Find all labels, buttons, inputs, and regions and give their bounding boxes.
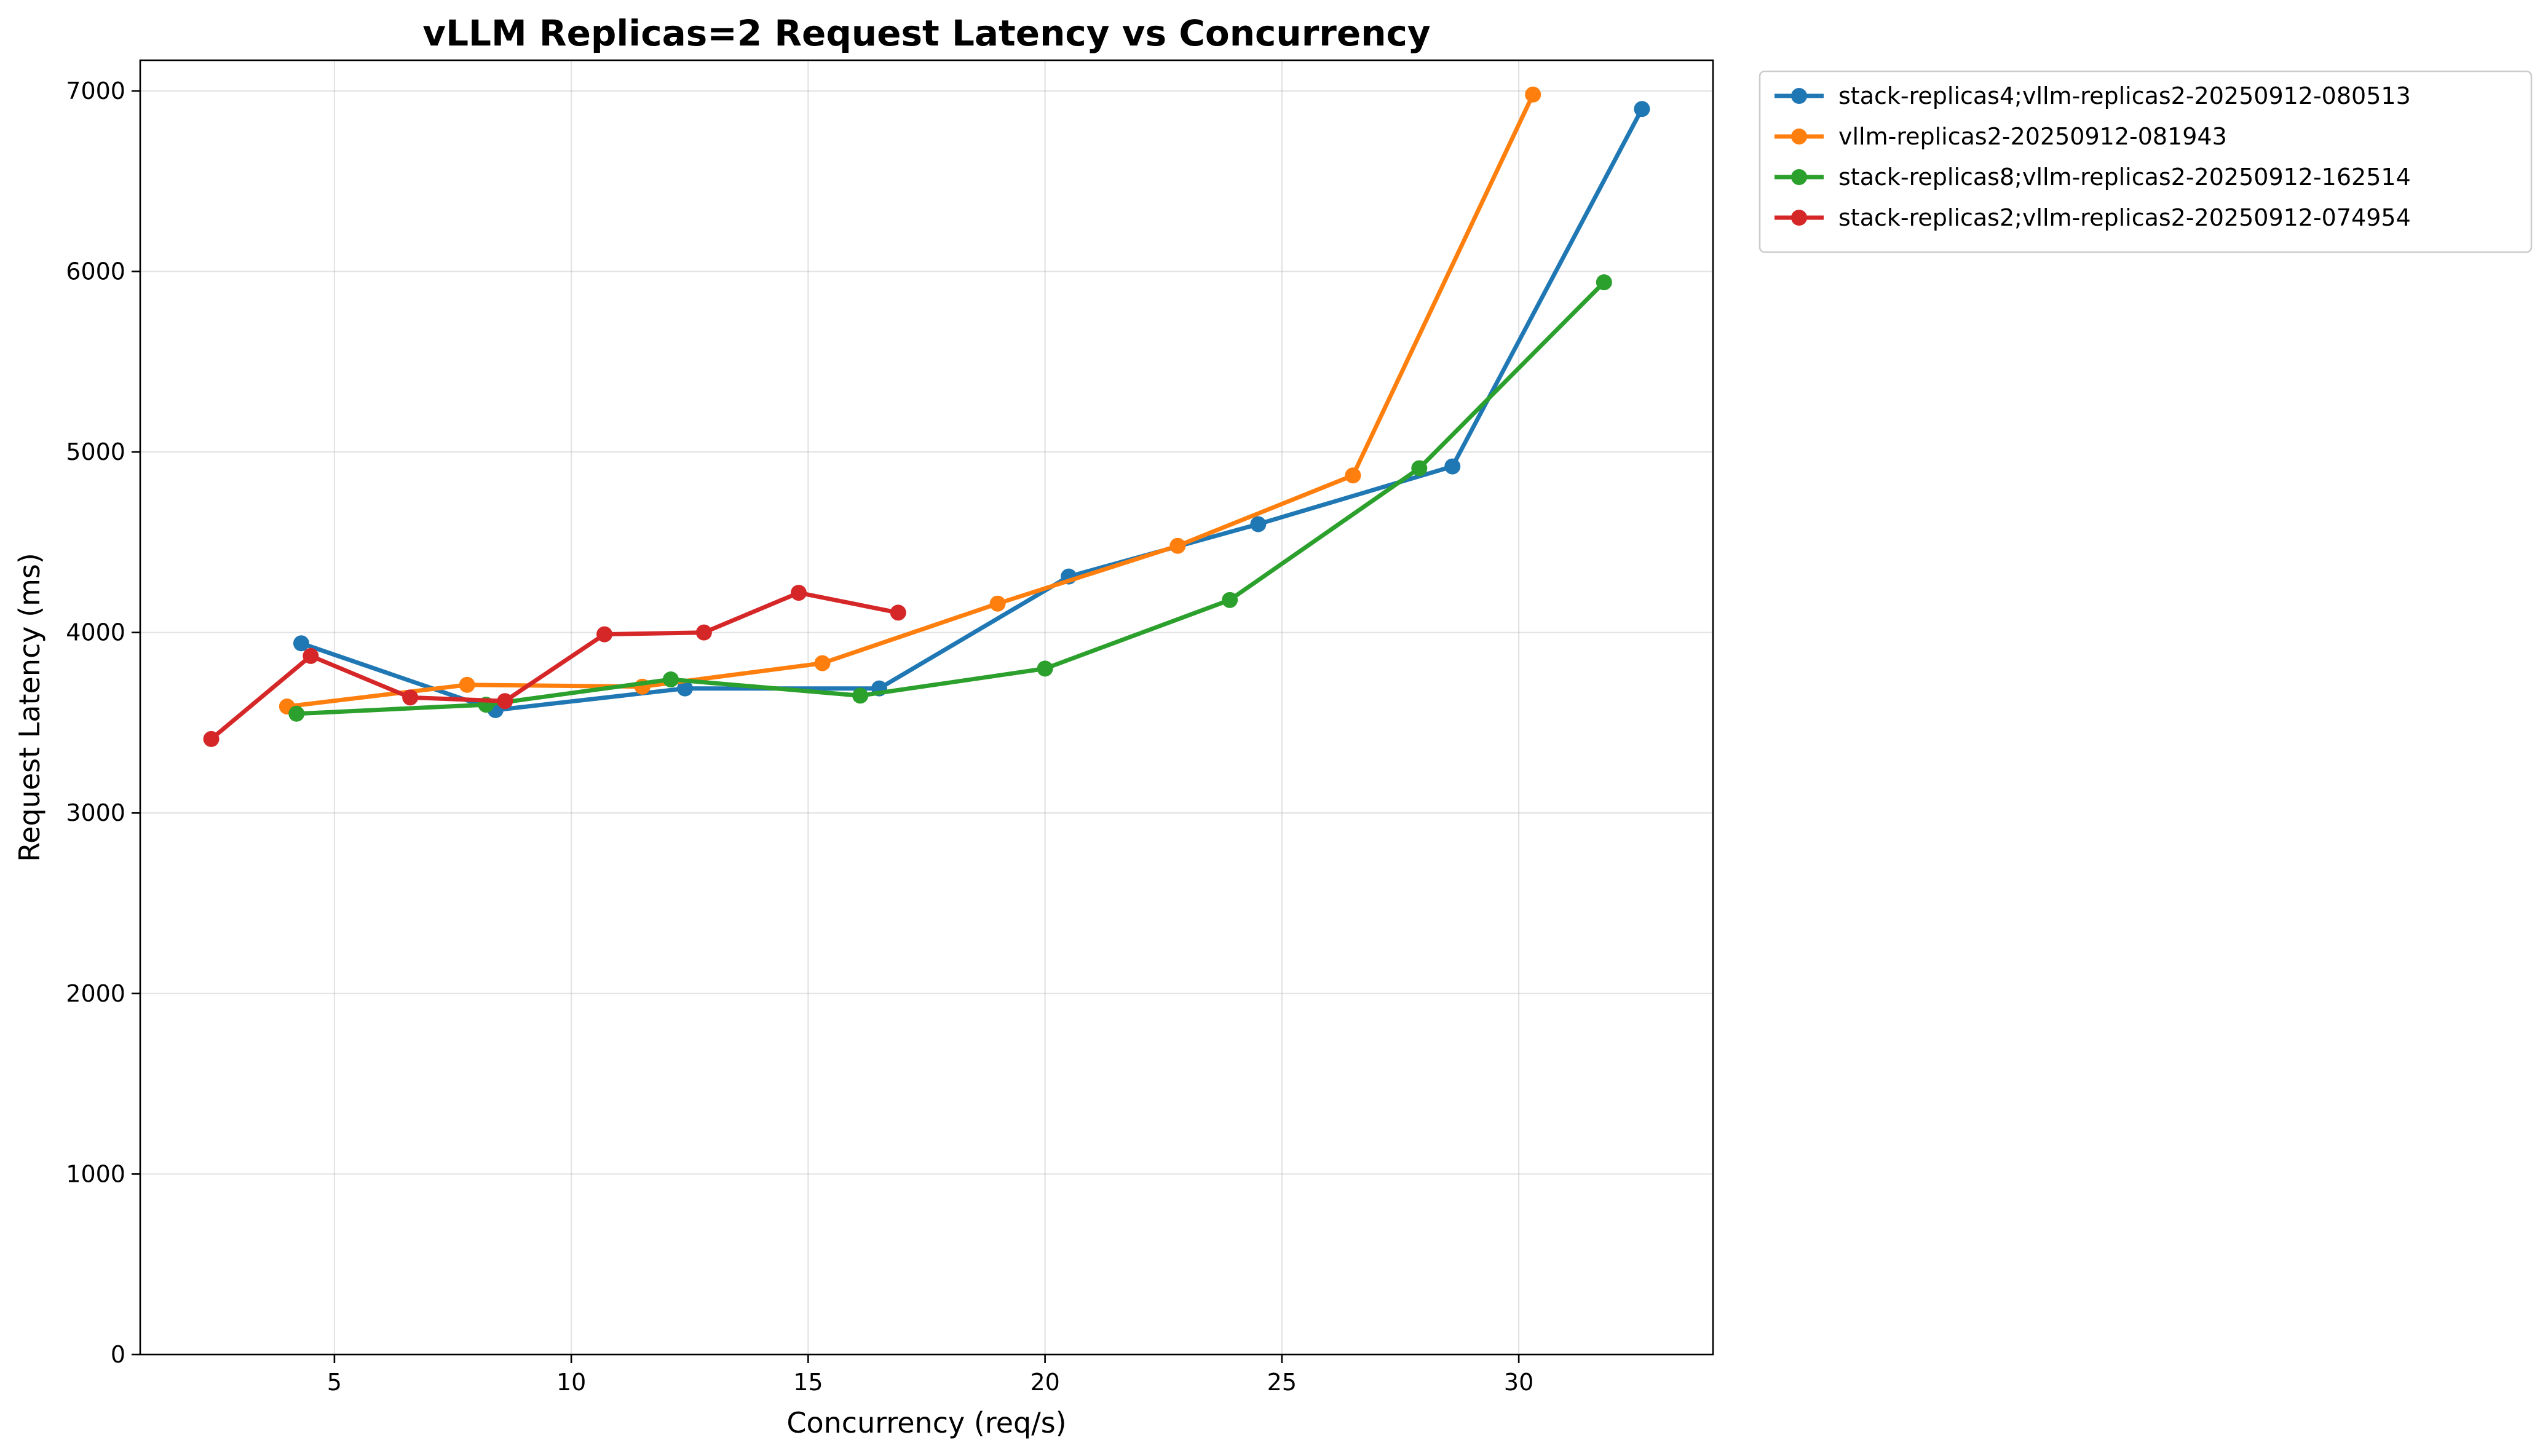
data-point: [459, 676, 475, 693]
y-tick-label: 7000: [66, 77, 125, 105]
data-point: [1169, 537, 1186, 554]
legend-marker: [1791, 210, 1807, 226]
data-point: [203, 730, 220, 747]
series-line: [209, 590, 901, 742]
data-point: [1634, 101, 1650, 117]
legend-label: stack-replicas4;vllm-replicas2-20250912-…: [1838, 82, 2411, 109]
data-point: [662, 671, 679, 687]
legend-item-4: stack-replicas2;vllm-replicas2-20250912-…: [1774, 204, 2411, 231]
legend: stack-replicas4;vllm-replicas2-20250912-…: [1759, 70, 2533, 253]
legend-item-2: vllm-replicas2-20250912-081943: [1774, 123, 2227, 150]
legend-label: stack-replicas8;vllm-replicas2-20250912-…: [1838, 164, 2411, 191]
data-point: [989, 595, 1006, 612]
series-2: [279, 86, 1541, 715]
data-point: [596, 626, 613, 643]
legend-marker: [1791, 169, 1807, 185]
series-3: [288, 274, 1612, 722]
data-point: [1525, 86, 1541, 103]
data-point: [1037, 660, 1053, 677]
x-tick-label: 5: [327, 1369, 342, 1396]
data-point: [303, 647, 319, 664]
data-point: [1411, 460, 1428, 477]
legend-item-1: stack-replicas4;vllm-replicas2-20250912-…: [1774, 82, 2411, 109]
data-point: [402, 689, 419, 706]
series-4: [203, 585, 906, 747]
series-line: [294, 280, 1607, 716]
data-point: [497, 693, 513, 710]
data-point: [1596, 274, 1612, 291]
data-point: [293, 635, 309, 652]
data-point: [814, 655, 831, 671]
y-tick-label: 0: [111, 1341, 125, 1368]
x-tick-label: 25: [1267, 1369, 1297, 1396]
y-tick-label: 3000: [66, 799, 125, 826]
legend-marker: [1791, 129, 1807, 144]
x-tick-label: 20: [1030, 1369, 1059, 1396]
data-point: [1345, 467, 1361, 484]
y-tick-label: 6000: [66, 258, 125, 285]
y-tick-label: 2000: [66, 980, 125, 1007]
legend-marker: [1791, 88, 1807, 104]
legend-item-3: stack-replicas8;vllm-replicas2-20250912-…: [1774, 164, 2411, 191]
data-point: [1250, 516, 1267, 532]
tick-layer: 5 10 15 20 25 30 0 1000 2000 3000 4000 5000 6000 7000: [66, 77, 1533, 1396]
y-tick-label: 1000: [66, 1160, 125, 1187]
x-tick-label: 30: [1504, 1369, 1533, 1396]
series-layer: [203, 86, 1650, 747]
y-tick-label: 4000: [66, 619, 125, 646]
x-axis-label: Concurrency (req/s): [786, 1406, 1066, 1439]
data-point: [890, 604, 906, 621]
x-tick-label: 10: [556, 1369, 586, 1396]
grid-layer: [140, 60, 1713, 1356]
y-tick-label: 5000: [66, 438, 125, 465]
data-point: [790, 585, 807, 601]
legend-label: vllm-replicas2-20250912-081943: [1838, 123, 2227, 150]
data-point: [288, 705, 305, 722]
data-point: [695, 624, 712, 641]
series-line: [285, 92, 1535, 709]
axes-frame: [139, 59, 1714, 1356]
data-point: [677, 680, 694, 697]
data-point: [1444, 458, 1461, 475]
data-point: [852, 687, 869, 704]
data-point: [1222, 592, 1238, 608]
legend-frame: [1759, 70, 2533, 253]
y-axis-label: Request Latency (ms): [13, 553, 46, 862]
chart-title: vLLM Replicas=2 Request Latency vs Concu…: [422, 12, 1430, 54]
x-tick-label: 15: [793, 1369, 823, 1396]
legend-label: stack-replicas2;vllm-replicas2-20250912-…: [1838, 204, 2411, 231]
